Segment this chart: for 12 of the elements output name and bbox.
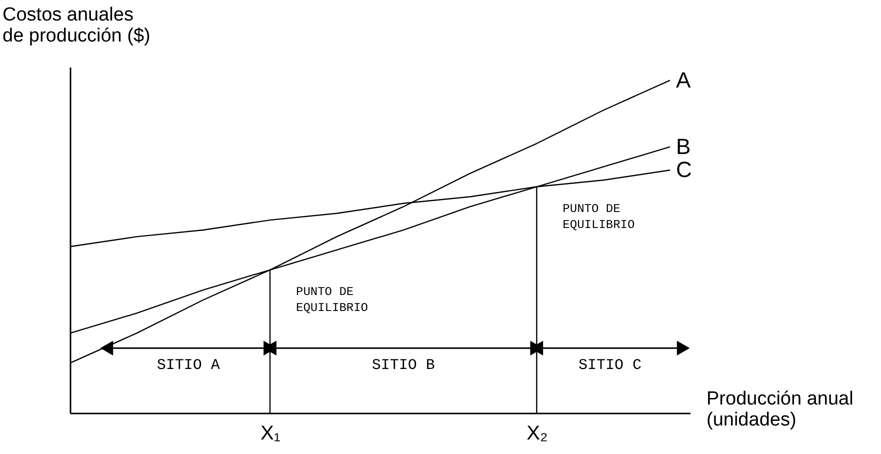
series-label: A — [676, 67, 691, 92]
annotation: SITIO C — [578, 357, 642, 374]
annotation: PUNTO DE EQUILIBRIO — [562, 202, 635, 232]
annotation: SITIO A — [156, 357, 220, 374]
y-axis-title: Costos anuales de producción ($) — [2, 4, 150, 46]
x-axis-title: Producción anual (unidades) — [706, 388, 854, 430]
series-label: B — [676, 134, 691, 159]
x-tick-label: X₁ — [260, 422, 281, 444]
series-label: C — [676, 157, 692, 182]
x-tick-label: X₂ — [526, 422, 548, 444]
annotation: SITIO B — [372, 357, 435, 374]
annotation: PUNTO DE EQUILIBRIO — [296, 284, 368, 315]
